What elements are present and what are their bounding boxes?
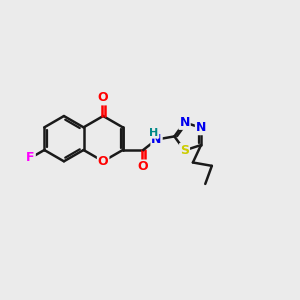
Text: O: O — [138, 160, 148, 173]
Text: H: H — [149, 128, 158, 138]
Text: N: N — [179, 116, 190, 129]
Text: N: N — [196, 121, 206, 134]
Text: F: F — [26, 152, 35, 164]
Text: O: O — [98, 92, 109, 104]
Text: O: O — [98, 155, 109, 168]
Text: S: S — [180, 144, 189, 157]
Text: N: N — [152, 133, 162, 146]
